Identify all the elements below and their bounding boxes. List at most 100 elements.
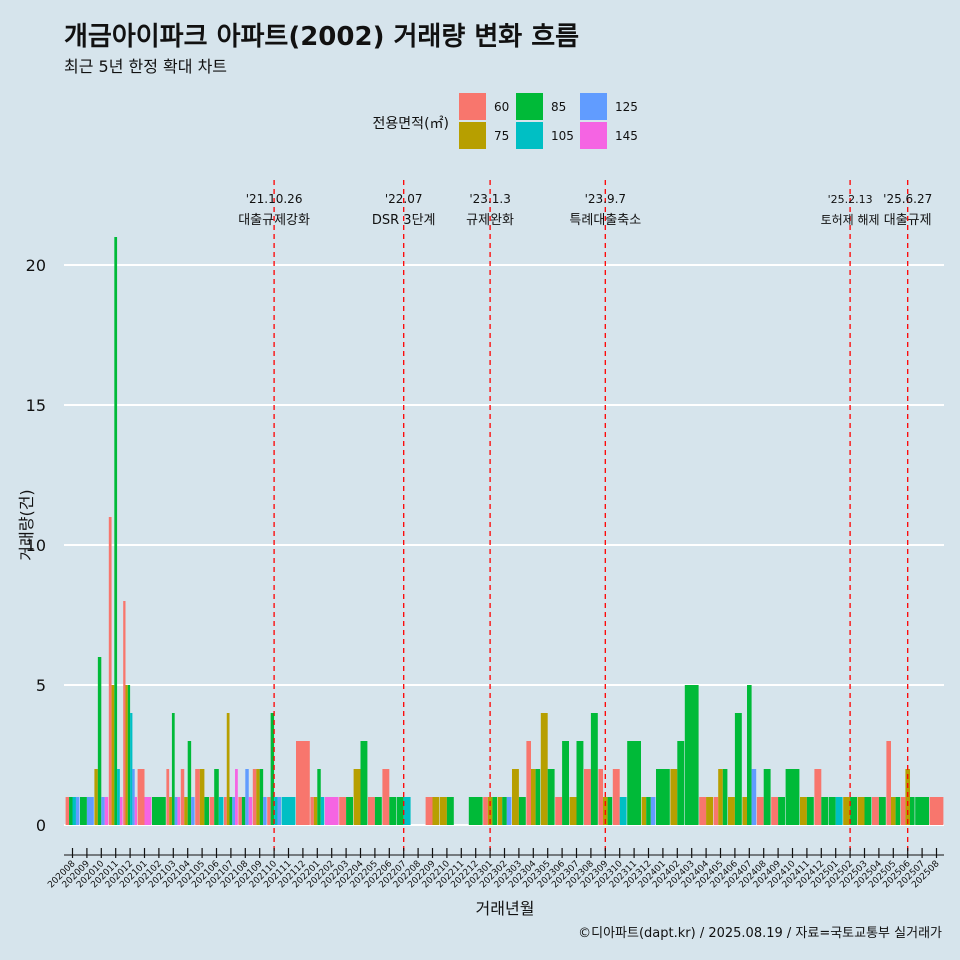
- bar: [317, 769, 321, 825]
- bar: [353, 769, 361, 825]
- bar: [184, 797, 188, 825]
- bar: [506, 797, 512, 825]
- bar: [195, 769, 200, 825]
- bar: [531, 769, 536, 825]
- y-tick-label: 5: [36, 676, 46, 695]
- legend-label: 75: [494, 129, 509, 143]
- bar: [277, 797, 281, 825]
- bar: [915, 797, 929, 825]
- y-tick-label: 0: [36, 816, 46, 835]
- bar: [641, 797, 647, 825]
- legend-swatch: [459, 122, 486, 149]
- legend-label: 125: [615, 100, 638, 114]
- bar: [125, 685, 128, 825]
- bar: [127, 685, 131, 825]
- bar: [177, 797, 181, 825]
- bar: [878, 797, 886, 825]
- bar: [296, 741, 310, 825]
- bar: [756, 797, 764, 825]
- bar: [607, 797, 613, 825]
- bar: [281, 797, 296, 825]
- bar: [130, 713, 133, 825]
- bar: [929, 797, 944, 825]
- bar: [646, 797, 651, 825]
- bar: [259, 769, 264, 825]
- bar: [835, 797, 843, 825]
- bar: [86, 797, 94, 825]
- legend-swatch: [580, 93, 607, 120]
- event-date: '23.1.3: [469, 192, 510, 206]
- bar: [310, 797, 314, 825]
- bar: [232, 797, 236, 825]
- y-tick-label: 10: [26, 536, 46, 555]
- bar: [235, 769, 238, 825]
- bar: [843, 797, 851, 825]
- bar: [169, 797, 172, 825]
- bar: [747, 685, 752, 825]
- event-annotations: '21.10.26 대출규제강화 '22.07 DSR 3단계 '23.1.3 규제완화 '…: [238, 192, 932, 228]
- x-axis: 2020082020092020102020112020122021012021…: [46, 848, 944, 890]
- bar: [320, 797, 325, 825]
- bar: [891, 797, 896, 825]
- bar: [677, 741, 685, 825]
- bar: [80, 797, 87, 825]
- caption: ©디아파트(dapt.kr) / 2025.08.19 / 자료=국토교통부 실…: [578, 926, 942, 941]
- bar: [368, 797, 375, 825]
- chart-title: 개금아이파크 아파트(2002) 거래량 변화 흐름: [64, 22, 580, 52]
- bar: [771, 797, 779, 825]
- bar: [324, 797, 339, 825]
- bars: [65, 237, 944, 825]
- event-label: 대출규제: [884, 213, 932, 228]
- bar: [497, 797, 503, 825]
- legend: 전용면적(㎡) 60 75 85 105 125 145: [373, 93, 638, 149]
- bar: [144, 797, 152, 825]
- bar: [598, 769, 603, 825]
- bar: [518, 797, 526, 825]
- bar: [706, 797, 713, 825]
- bar: [75, 797, 80, 825]
- bar: [432, 797, 440, 825]
- bar: [872, 797, 879, 825]
- bar: [734, 713, 742, 825]
- bar: [119, 797, 123, 825]
- legend-label: 60: [494, 100, 509, 114]
- legend-label: 85: [551, 100, 566, 114]
- bar: [576, 741, 584, 825]
- bar: [94, 769, 98, 825]
- event-label: DSR 3단계: [372, 213, 436, 228]
- bar: [569, 797, 577, 825]
- bar: [547, 769, 555, 825]
- bar: [728, 797, 735, 825]
- bar: [778, 797, 785, 825]
- y-gridlines: [64, 264, 944, 826]
- event-label: 토허제 해제: [821, 213, 880, 227]
- bar: [785, 769, 800, 825]
- bar: [267, 797, 271, 825]
- bar: [627, 741, 641, 825]
- bar: [108, 517, 112, 825]
- event-label: 대출규제강화: [238, 213, 310, 228]
- bar: [821, 797, 829, 825]
- legend-label: 145: [615, 129, 638, 143]
- bar: [166, 769, 170, 825]
- bar: [492, 797, 497, 825]
- bar: [214, 769, 219, 825]
- bar: [191, 797, 195, 825]
- bar: [117, 769, 120, 825]
- bar: [209, 797, 215, 825]
- bar: [97, 657, 102, 825]
- bar: [382, 769, 390, 825]
- bar: [684, 685, 699, 825]
- chart-subtitle: 최근 5년 한정 확대 차트: [64, 57, 228, 76]
- bar: [274, 797, 278, 825]
- bar: [218, 797, 224, 825]
- legend-title: 전용면적(㎡): [373, 116, 449, 132]
- bar: [718, 769, 723, 825]
- bar: [751, 769, 757, 825]
- bar: [229, 797, 233, 825]
- y-axis-title: 거래량(건): [17, 489, 36, 560]
- bar: [389, 797, 397, 825]
- y-tick-label: 20: [26, 256, 46, 275]
- bar: [199, 769, 205, 825]
- bar: [238, 797, 242, 825]
